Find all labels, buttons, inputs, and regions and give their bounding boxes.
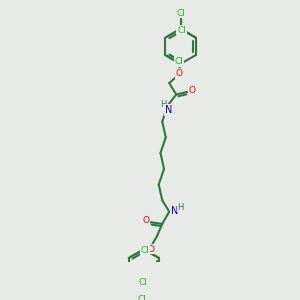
Text: H: H <box>160 100 166 109</box>
Text: O: O <box>147 245 155 254</box>
Text: Cl: Cl <box>176 9 185 18</box>
Text: H: H <box>177 203 184 212</box>
Text: Cl: Cl <box>138 296 147 300</box>
Text: N: N <box>165 105 172 115</box>
Text: Cl: Cl <box>174 57 183 66</box>
Text: N: N <box>171 206 178 216</box>
Text: Cl: Cl <box>140 246 149 255</box>
Text: Cl: Cl <box>139 278 147 287</box>
Text: O: O <box>188 86 196 95</box>
Text: O: O <box>176 69 182 78</box>
Text: Cl: Cl <box>177 26 186 35</box>
Text: O: O <box>142 216 149 225</box>
